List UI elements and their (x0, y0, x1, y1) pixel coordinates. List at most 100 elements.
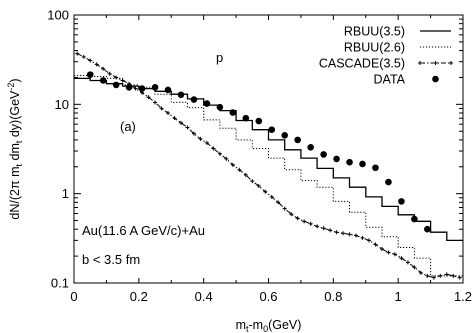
legend-label: RBUU(3.5) (344, 25, 405, 39)
data-point (294, 136, 301, 144)
series-point-cascade-3-5 (341, 231, 346, 236)
series-point-cascade-3-5 (133, 86, 138, 91)
series-point-cascade-3-5 (289, 212, 294, 217)
series-point-cascade-3-5 (230, 162, 235, 167)
series-point-cascade-3-5 (75, 51, 80, 56)
series-point-cascade-3-5 (392, 252, 397, 257)
series-point-cascade-3-5 (354, 233, 359, 238)
data-point (281, 132, 289, 139)
data-point (99, 77, 107, 84)
series-point-cascade-3-5 (328, 228, 333, 233)
x-tick-label: 0.6 (259, 289, 277, 304)
axis-ticks: 0 0.2 0.4 0.6 0.8 1 1.2 0.1 1 10 100 (47, 8, 472, 305)
data-point (138, 85, 146, 92)
series-point-cascade-3-5 (431, 275, 436, 280)
series-point-cascade-3-5 (418, 270, 423, 275)
data-point (255, 117, 263, 125)
series-point-cascade-3-5 (146, 95, 151, 100)
series-point-cascade-3-5 (120, 78, 125, 83)
series-line-cascade-3-5 (76, 53, 460, 279)
legend-swatch-marker (433, 61, 438, 65)
series-point-cascade-3-5 (172, 116, 177, 121)
series-point-cascade-3-5 (295, 216, 300, 221)
series-point-cascade-3-5 (263, 189, 268, 194)
series-point-cascade-3-5 (81, 54, 86, 59)
series-point-cascade-3-5 (178, 120, 183, 125)
series-point-cascade-3-5 (321, 226, 326, 231)
data-point (203, 100, 211, 107)
series-point-cascade-3-5 (425, 273, 430, 278)
series-point-cascade-3-5 (237, 167, 242, 172)
data-point (229, 109, 237, 116)
data-point (151, 84, 159, 91)
data-point (424, 225, 431, 233)
series-point-cascade-3-5 (366, 238, 371, 243)
series-point-cascade-3-5 (94, 62, 99, 67)
series-point-cascade-3-5 (457, 275, 462, 280)
series-point-cascade-3-5 (204, 140, 209, 145)
data-point (86, 71, 94, 78)
annotation-cut: b < 3.5 fm (82, 252, 140, 267)
legend-label: DATA (374, 73, 406, 87)
series-point-cascade-3-5 (282, 206, 287, 211)
x-axis-label: mt-m0(GeV) (236, 318, 302, 333)
series-point-cascade-3-5 (334, 230, 339, 235)
data-point (372, 164, 379, 172)
x-tick-label: 0.8 (324, 289, 342, 304)
data-point (385, 178, 392, 186)
series-point-cascade-3-5 (191, 131, 196, 136)
data-point (359, 160, 366, 168)
series-point-cascade-3-5 (250, 179, 255, 184)
series-point-cascade-3-5 (276, 200, 281, 205)
series-point-cascade-3-5 (302, 219, 307, 224)
x-tick-label: 1 (395, 289, 402, 304)
series-point-cascade-3-5 (166, 110, 171, 115)
chart-series (74, 51, 463, 280)
legend-swatch-marker (418, 61, 422, 65)
data-point (242, 114, 250, 122)
series-point-cascade-3-5 (198, 136, 203, 141)
series-point-cascade-3-5 (101, 66, 106, 71)
data-point (112, 81, 120, 89)
data-point (177, 91, 185, 99)
series-point-cascade-3-5 (243, 172, 248, 177)
annotation-panel: (a) (120, 119, 136, 134)
series-point-cascade-3-5 (373, 242, 378, 247)
series-point-cascade-3-5 (269, 194, 274, 199)
series-point-cascade-3-5 (405, 260, 410, 265)
series-line-rbuu-3-5 (74, 77, 463, 242)
data-point (125, 84, 133, 91)
data-point (333, 155, 340, 163)
annotation-particle: p (216, 50, 223, 65)
data-point (346, 158, 353, 166)
data-point (164, 86, 172, 94)
x-tick-label: 1.2 (454, 289, 472, 304)
series-point-cascade-3-5 (114, 75, 119, 80)
y-tick-label: 100 (47, 8, 69, 23)
series-point-cascade-3-5 (379, 247, 384, 252)
series-point-cascade-3-5 (88, 58, 93, 63)
data-point (411, 215, 418, 223)
legend-swatch-marker (449, 61, 453, 65)
series-point-cascade-3-5 (224, 156, 229, 161)
data-point (398, 198, 405, 205)
series-point-cascade-3-5 (256, 183, 261, 188)
series-line-rbuu-2-6 (74, 75, 463, 277)
y-tick-label: 0.1 (51, 276, 69, 291)
legend-swatch-data (432, 75, 439, 83)
series-point-cascade-3-5 (412, 265, 417, 270)
legend: RBUU(3.5) RBUU(2.6) CASCADE(3.5) DATA (319, 25, 453, 87)
legend-label: RBUU(2.6) (344, 41, 405, 55)
legend-label: CASCADE(3.5) (319, 57, 405, 71)
data-point (320, 151, 327, 158)
series-point-cascade-3-5 (438, 273, 443, 278)
data-point (268, 126, 276, 134)
series-point-cascade-3-5 (211, 146, 216, 151)
y-tick-label: 1 (62, 186, 69, 201)
series-point-cascade-3-5 (315, 224, 320, 229)
series-point-cascade-3-5 (451, 273, 456, 278)
series-point-cascade-3-5 (399, 256, 404, 261)
series-point-cascade-3-5 (153, 100, 158, 105)
series-point-cascade-3-5 (217, 151, 222, 156)
